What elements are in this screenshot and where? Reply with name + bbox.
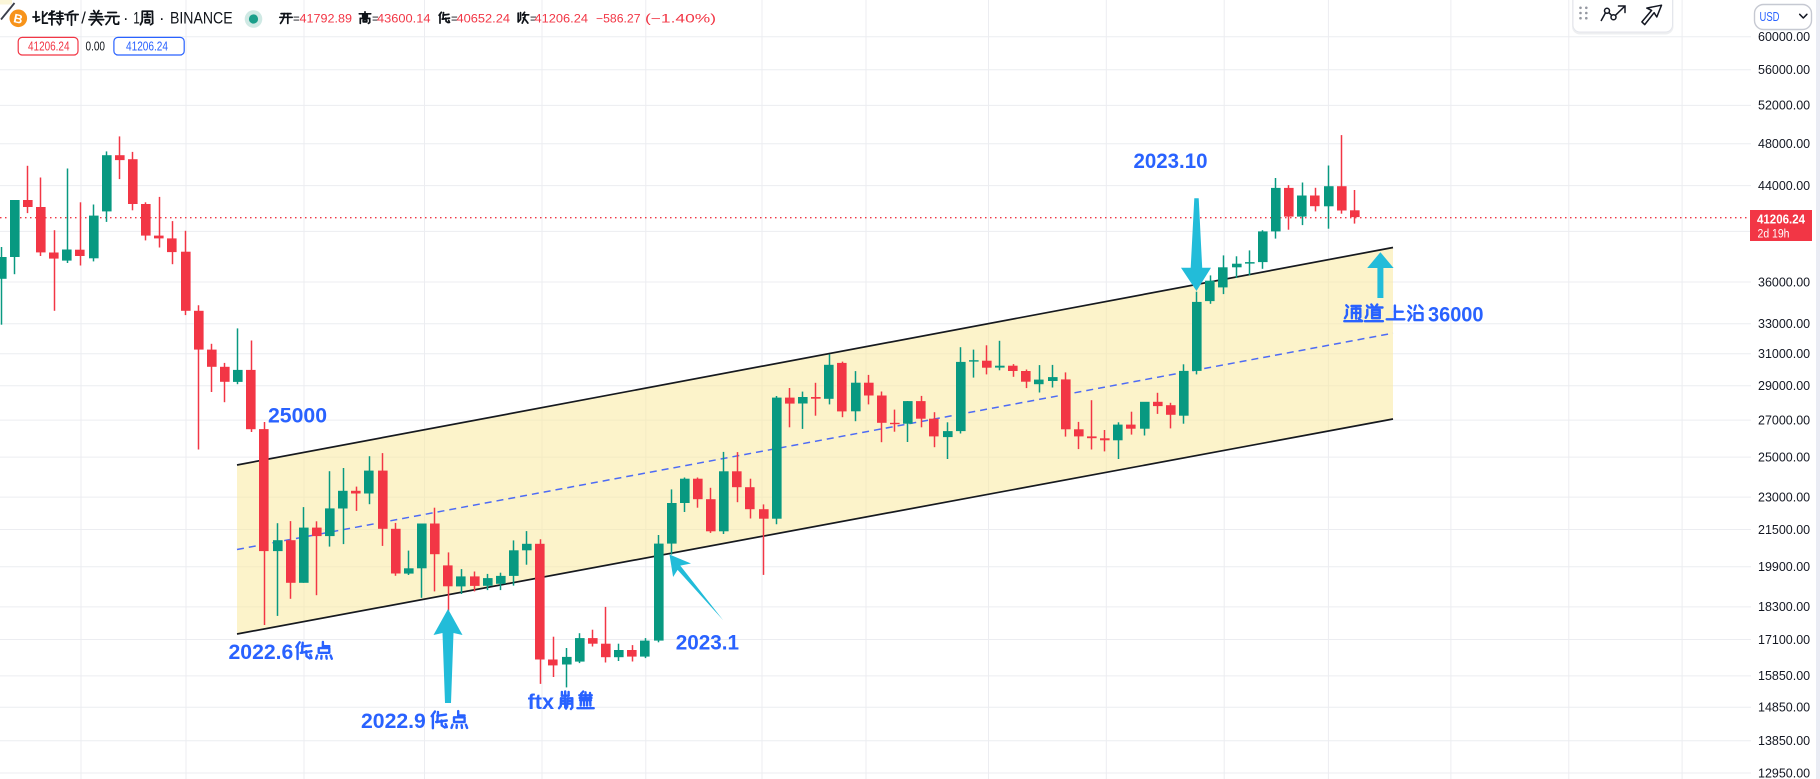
svg-text:18300.00: 18300.00 <box>1758 600 1810 614</box>
svg-text:36000: 36000 <box>1428 303 1484 327</box>
svg-text:−586.27: −586.27 <box>596 14 641 26</box>
svg-text:14850.00: 14850.00 <box>1758 701 1810 715</box>
svg-text:12950.00: 12950.00 <box>1758 766 1810 779</box>
svg-text:41206.24: 41206.24 <box>535 14 589 26</box>
svg-text:29000.00: 29000.00 <box>1758 379 1810 393</box>
svg-text:13850.00: 13850.00 <box>1758 734 1810 748</box>
svg-text:25000: 25000 <box>268 403 327 427</box>
svg-text:19900.00: 19900.00 <box>1758 560 1810 574</box>
svg-text:52000.00: 52000.00 <box>1758 99 1810 113</box>
svg-text:36000.00: 36000.00 <box>1758 275 1810 289</box>
svg-text:25000.00: 25000.00 <box>1758 450 1810 464</box>
svg-text:2023.10: 2023.10 <box>1134 149 1208 173</box>
svg-text:27000.00: 27000.00 <box>1758 413 1810 427</box>
svg-text:·: · <box>159 10 165 28</box>
svg-text:2022.9: 2022.9 <box>361 709 426 733</box>
svg-text:15850.00: 15850.00 <box>1758 669 1810 683</box>
svg-text:44000.00: 44000.00 <box>1758 179 1810 193</box>
svg-text:41206.24: 41206.24 <box>1757 212 1806 227</box>
svg-text:31000.00: 31000.00 <box>1758 347 1810 361</box>
svg-text:USD: USD <box>1760 9 1780 24</box>
svg-text:60000.00: 60000.00 <box>1758 30 1810 44</box>
svg-text:2023.1: 2023.1 <box>676 630 739 654</box>
svg-text:=: = <box>372 14 379 26</box>
svg-text:=: = <box>293 14 300 26</box>
svg-text:0.00: 0.00 <box>86 40 106 54</box>
svg-text:·: · <box>123 10 129 28</box>
svg-text:41206.24: 41206.24 <box>28 40 70 54</box>
svg-text:BINANCE: BINANCE <box>170 10 233 28</box>
svg-text:=: = <box>530 14 537 26</box>
svg-text:33000.00: 33000.00 <box>1758 317 1810 331</box>
svg-text:(−1.40%): (−1.40%) <box>645 14 716 26</box>
svg-text:2d 19h: 2d 19h <box>1758 229 1790 241</box>
svg-text:B: B <box>12 11 24 27</box>
svg-text:=: = <box>451 14 458 26</box>
svg-text:21500.00: 21500.00 <box>1758 523 1810 537</box>
svg-text:ftx: ftx <box>528 691 555 714</box>
svg-text:41206.24: 41206.24 <box>126 40 168 54</box>
svg-text:43600.14: 43600.14 <box>377 14 431 26</box>
svg-text:41792.89: 41792.89 <box>300 14 353 26</box>
svg-text:/: / <box>81 10 86 28</box>
svg-text:2022.6: 2022.6 <box>229 640 294 664</box>
svg-text:56000.00: 56000.00 <box>1758 63 1810 77</box>
svg-text:40652.24: 40652.24 <box>457 14 511 26</box>
svg-text:23000.00: 23000.00 <box>1758 490 1810 504</box>
svg-text:1: 1 <box>133 10 140 28</box>
svg-text:48000.00: 48000.00 <box>1758 137 1810 151</box>
svg-text:17100.00: 17100.00 <box>1758 633 1810 647</box>
